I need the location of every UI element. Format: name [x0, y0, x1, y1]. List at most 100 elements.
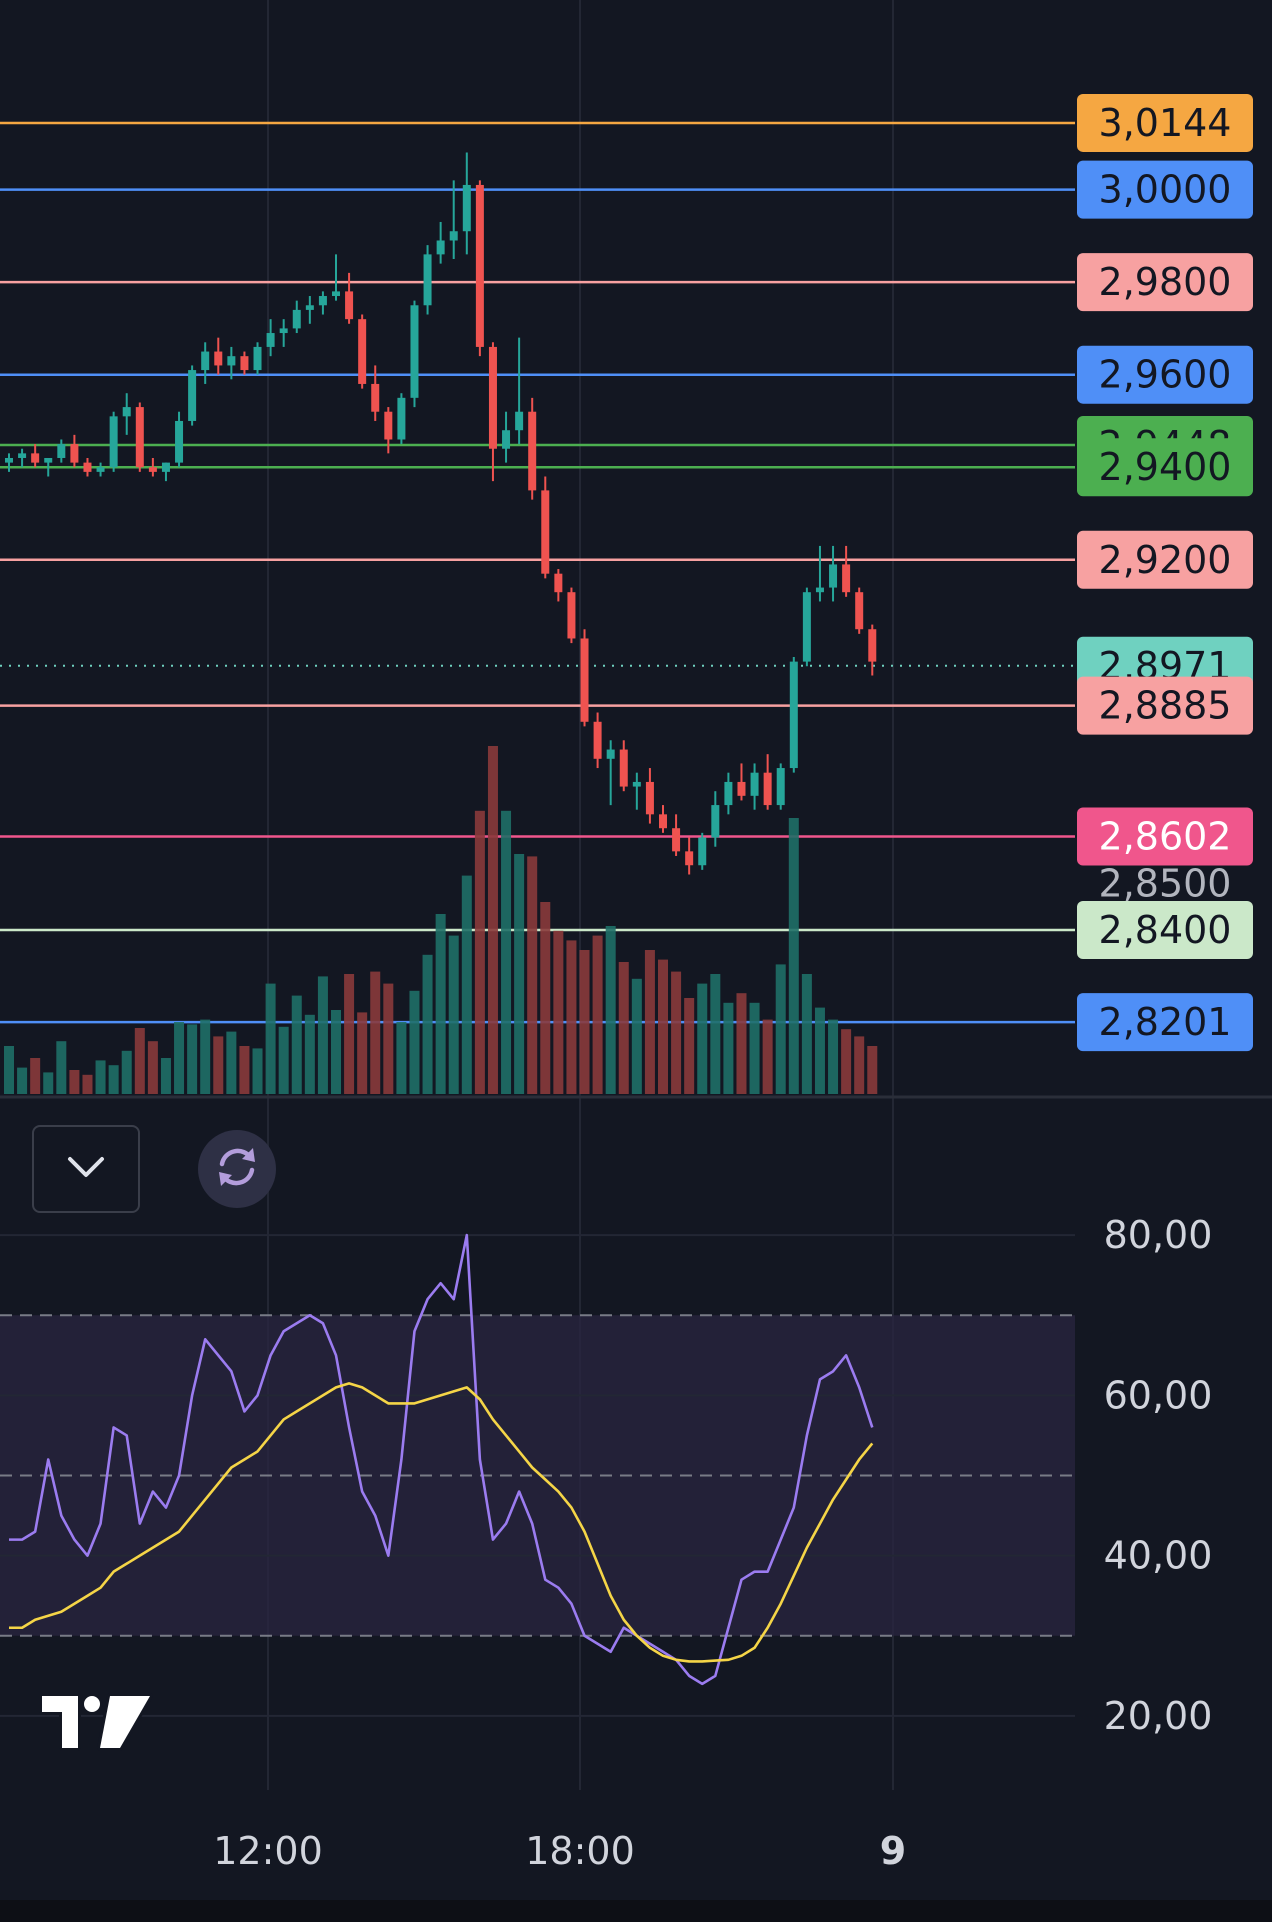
volume-bar [108, 1065, 119, 1094]
candle-body [567, 592, 576, 639]
candle-body [122, 407, 131, 417]
price-label-badge [1077, 676, 1253, 735]
volume-bar [278, 1026, 289, 1094]
candle-body [724, 781, 733, 806]
candle-body [488, 346, 497, 449]
volume-bar [121, 1050, 132, 1094]
candle-body [449, 231, 458, 241]
candle-body [789, 661, 798, 769]
candle-body [776, 768, 785, 806]
candle-body [5, 457, 13, 463]
candle-body [802, 592, 811, 662]
candle-body [672, 828, 681, 852]
volume-bar [331, 1010, 341, 1094]
candle-body [305, 305, 314, 310]
candle-body [31, 453, 40, 463]
volume-bar [867, 1046, 878, 1094]
rsi-axis-label: 40,00 [1104, 1534, 1213, 1578]
volume-bar [553, 930, 564, 1094]
volume-bar [43, 1072, 54, 1094]
volume-bar [854, 1036, 865, 1094]
price-label-badge [1077, 530, 1253, 589]
volume-bar [187, 1024, 198, 1094]
volume-bar [396, 1022, 407, 1094]
candle-body [515, 411, 524, 431]
volume-bar [265, 983, 276, 1094]
candle-body [175, 420, 184, 463]
candle-body [292, 309, 301, 329]
refresh-button[interactable] [198, 1130, 276, 1208]
candle-body [580, 638, 589, 722]
price-label-badge [1077, 438, 1253, 497]
volume-bar [605, 926, 616, 1094]
candle-body [266, 333, 275, 347]
time-axis-label: 18:00 [525, 1829, 635, 1873]
volume-bar [514, 854, 525, 1094]
volume-bar [344, 974, 355, 1094]
candles [5, 152, 877, 875]
volume-bar [357, 1012, 368, 1094]
volume-bar [723, 1002, 734, 1094]
collapse-panel-button[interactable] [32, 1125, 140, 1213]
volume-bar [487, 746, 498, 1094]
candle-body [332, 291, 340, 297]
time-axis: 12:00 18:00 9 [213, 1829, 906, 1873]
candle-body [201, 351, 210, 371]
volume-bar [435, 914, 446, 1094]
candle-body [619, 749, 628, 787]
volume-bar [226, 1031, 237, 1094]
volume-bar [801, 974, 812, 1094]
candle-body [502, 430, 511, 449]
candle-body [227, 356, 236, 366]
volume-bar [56, 1041, 67, 1094]
volume-bar [422, 954, 433, 1094]
price-label: 2,8400 [1099, 908, 1232, 952]
price-axis-label: 2,8500 [1099, 862, 1232, 906]
rsi-axis-label: 80,00 [1104, 1213, 1213, 1257]
volume-bar [213, 1036, 224, 1094]
candle-body [109, 416, 118, 468]
volume-bar [160, 1058, 171, 1094]
volume-bar [788, 818, 799, 1094]
volume-bar [82, 1074, 93, 1094]
candle-body [436, 240, 445, 255]
candle-body [135, 407, 144, 468]
candle-body [161, 462, 170, 472]
volume-bar [671, 971, 682, 1094]
candle-body [462, 184, 471, 232]
candle-body [253, 346, 262, 371]
volume-bar [566, 940, 577, 1094]
refresh-icon [210, 1140, 264, 1198]
volume-bar [370, 971, 381, 1094]
volume-bar [501, 810, 512, 1094]
candle-body [659, 814, 667, 829]
volume-bar [540, 902, 551, 1094]
volume-bar [828, 1019, 839, 1094]
candle-body [475, 184, 484, 347]
candle-body [593, 721, 602, 759]
volume-bar [736, 993, 747, 1094]
candle-body [318, 296, 327, 306]
candle-body [842, 564, 851, 593]
candle-body [750, 772, 759, 796]
volume-bar [95, 1060, 106, 1094]
volume-bar [527, 856, 538, 1094]
price-label: 2,8201 [1099, 1000, 1232, 1044]
volume-bar [409, 990, 420, 1094]
volume-bar [697, 983, 708, 1094]
volume-bar [749, 1002, 760, 1094]
candle-body [240, 356, 249, 371]
volume-bar [69, 1070, 80, 1094]
volume-bar [644, 950, 655, 1094]
candle-body [711, 805, 720, 838]
time-axis-label: 12:00 [213, 1829, 323, 1873]
volume-bar [775, 964, 786, 1094]
price-levels [0, 121, 1075, 1024]
chevron-down-icon [64, 1153, 108, 1185]
price-label: 2,9400 [1099, 445, 1232, 489]
candle-body [397, 397, 406, 440]
price-label-badge [1077, 901, 1253, 960]
volume-bar [658, 959, 668, 1094]
